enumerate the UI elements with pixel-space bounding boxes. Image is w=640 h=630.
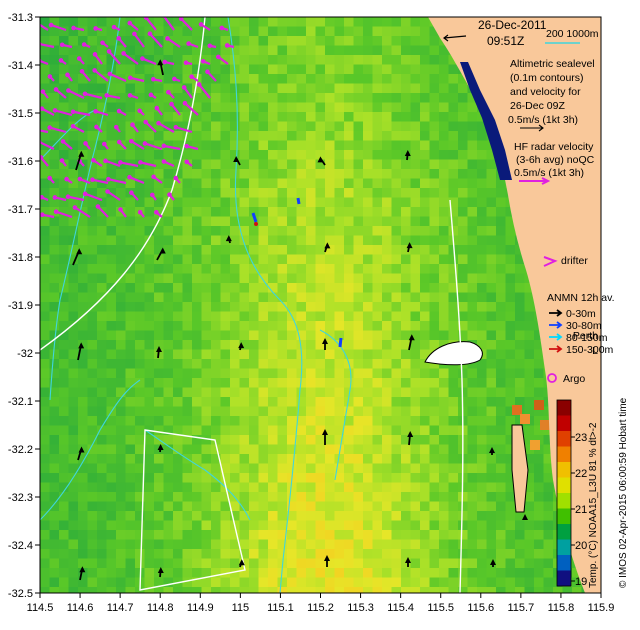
- drifter-tracks: [251, 197, 343, 348]
- scale-label: 200 1000m: [546, 28, 599, 40]
- colorbar-label: Temp. (°C) NOAA15_L3U 81 % dt>-2: [588, 422, 599, 588]
- anmn-arrow-icon: [549, 309, 563, 317]
- y-tick-label: -31.8: [8, 252, 33, 264]
- y-tick-label: -32: [17, 348, 33, 360]
- sealevel-line-2: (0.1m contours): [510, 72, 584, 84]
- colorbar-tick-label: 22: [575, 468, 587, 480]
- y-tick-label: -32.2: [8, 444, 33, 456]
- x-tick-label: 115.3: [347, 602, 374, 614]
- x-tick-label: 115.6: [467, 602, 494, 614]
- y-tick-label: -32.4: [8, 540, 33, 552]
- x-tick-label: 114.8: [147, 602, 174, 614]
- hf-radar-vectors: [40, 17, 235, 219]
- colorbar-tick-label: 21: [575, 504, 587, 516]
- y-axis-ticks: -31.3 -31.4 -31.5 -31.6 -31.7 -31.8 -31.9 -32 -3…: [8, 12, 40, 600]
- y-tick-label: -32.3: [8, 492, 33, 504]
- credit-text: © IMOS 02-Apr-2015 06:00:59 Hobart time: [618, 397, 629, 588]
- x-tick-label: 115: [232, 602, 250, 614]
- anmn-depth-label: 80-150m: [566, 332, 608, 344]
- hf-line-2: (3-6h avg) noQC: [516, 154, 595, 166]
- x-axis-ticks: 114.5 114.6 114.7 114.8 114.9 115 115.1 115.2 11…: [27, 593, 615, 614]
- map-date: 26-Dec-2011: [478, 18, 547, 32]
- perth-label: Perth: [573, 330, 598, 342]
- x-tick-label: 114.5: [27, 602, 54, 614]
- x-tick-label: 114.6: [67, 602, 94, 614]
- drifter-label: drifter: [561, 255, 588, 267]
- x-tick-label: 115.4: [387, 602, 414, 614]
- x-tick-label: 114.7: [107, 602, 134, 614]
- argo-label: Argo: [563, 373, 585, 385]
- y-tick-label: -32.5: [8, 588, 33, 600]
- y-tick-label: -32.1: [8, 396, 33, 408]
- anmn-depth-label: 0-30m: [566, 308, 596, 320]
- anmn-title: ANMN 12h av.: [547, 292, 615, 304]
- drifter-arrow-icon: [543, 256, 558, 267]
- hf-line-3: 0.5m/s (1kt 3h): [514, 167, 584, 179]
- x-tick-label: 115.7: [507, 602, 534, 614]
- colorbar-tick-label: 19: [575, 576, 587, 588]
- x-tick-label: 115.5: [427, 602, 454, 614]
- colorbar-tick-label: 23: [575, 432, 587, 444]
- x-tick-label: 115.1: [267, 602, 294, 614]
- garden-island: [511, 424, 529, 513]
- hf-line-1: HF radar velocity: [514, 141, 594, 153]
- colorbar-tick-label: 20: [575, 540, 587, 552]
- colorbar: 23 22 21 20 19 Temp. (°C) NOAA15_L3U 81 % dt…: [556, 399, 599, 588]
- bathymetry-contours: [40, 17, 352, 593]
- x-tick-label: 115.8: [548, 602, 575, 614]
- argo-marker-icon: [547, 373, 557, 383]
- anmn-arrow-icon: [549, 321, 563, 329]
- rottnest-island: [424, 341, 483, 366]
- hf-radar-note: HF radar velocity (3-6h avg) noQC 0.5m/s…: [514, 141, 595, 185]
- sealevel-scale-arrow-icon: [520, 124, 544, 132]
- sealevel-line-1: Altimetric sealevel: [510, 58, 595, 70]
- sealevel-note: Altimetric sealevel (0.1m contours) and …: [508, 58, 595, 132]
- l-label: L: [592, 345, 598, 357]
- anmn-depth-label: 150-300m: [566, 344, 614, 356]
- anmn-depth-label: 30-80m: [566, 320, 602, 332]
- y-tick-label: -31.6: [8, 156, 33, 168]
- anmn-arrow-icon: [549, 345, 563, 353]
- y-tick-label: -31.5: [8, 108, 33, 120]
- x-tick-label: 115.9: [588, 602, 615, 614]
- date-pointer-icon: [443, 35, 467, 39]
- map-plot-area: [40, 17, 601, 593]
- anmn-arrow-icon: [549, 333, 563, 341]
- y-tick-label: -31.7: [8, 204, 33, 216]
- sealevel-line-5: 0.5m/s (1kt 3h): [508, 114, 578, 126]
- map-time: 09:51Z: [487, 34, 524, 48]
- sealevel-line-4: 26-Dec 09Z: [510, 100, 565, 112]
- y-tick-label: -31.9: [8, 300, 33, 312]
- x-tick-label: 114.9: [187, 602, 214, 614]
- x-tick-label: 115.2: [307, 602, 334, 614]
- y-tick-label: -31.4: [8, 60, 33, 72]
- coastal-fringe: [460, 62, 512, 180]
- hf-scale-arrow-icon: [519, 177, 551, 185]
- argo-legend: Argo: [547, 373, 585, 385]
- y-tick-label: -31.3: [8, 12, 33, 24]
- shelf-lines: [40, 17, 464, 593]
- altimetry-vectors: [72, 59, 528, 581]
- drifter-legend: drifter: [543, 255, 588, 267]
- sealevel-line-3: and velocity for: [510, 86, 581, 98]
